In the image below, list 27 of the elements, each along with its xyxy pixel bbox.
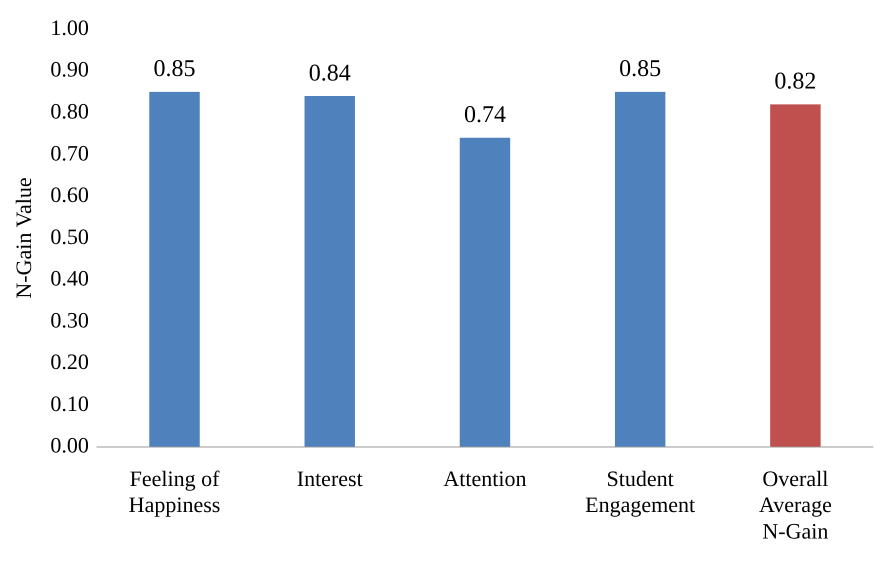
bar [770,104,821,447]
x-tick-label: Interest [296,466,363,491]
bar [304,96,355,447]
y-axis-title: N-Gain Value [10,177,36,299]
data-label: 0.82 [774,68,816,95]
y-tick-label: 1.00 [50,14,89,40]
bar [614,92,666,447]
y-tick-label: 0.30 [50,307,89,332]
x-tick-label: Attention [443,466,527,491]
y-tick-label: 0.20 [50,349,89,374]
y-tick-label: 0.80 [50,98,89,124]
x-tick-label: Student Engagement [585,466,696,518]
data-label: 0.85 [619,56,662,82]
data-label: 0.84 [308,60,351,86]
y-tick-label: 0.00 [50,432,89,458]
bar [460,138,510,447]
x-tick-label: Feeling of Happiness [128,466,220,518]
x-tick-label: Overall Average N-Gain [758,466,832,544]
y-tick-label: 0.10 [50,390,89,416]
bar [149,92,200,447]
data-label: 0.74 [464,102,506,128]
data-label: 0.85 [154,56,196,82]
y-tick-label: 0.60 [50,182,89,208]
y-tick-label: 0.40 [50,266,89,291]
y-tick-label: 0.90 [50,56,89,82]
y-tick-label: 0.70 [50,140,89,166]
y-tick-label: 0.50 [50,224,89,249]
